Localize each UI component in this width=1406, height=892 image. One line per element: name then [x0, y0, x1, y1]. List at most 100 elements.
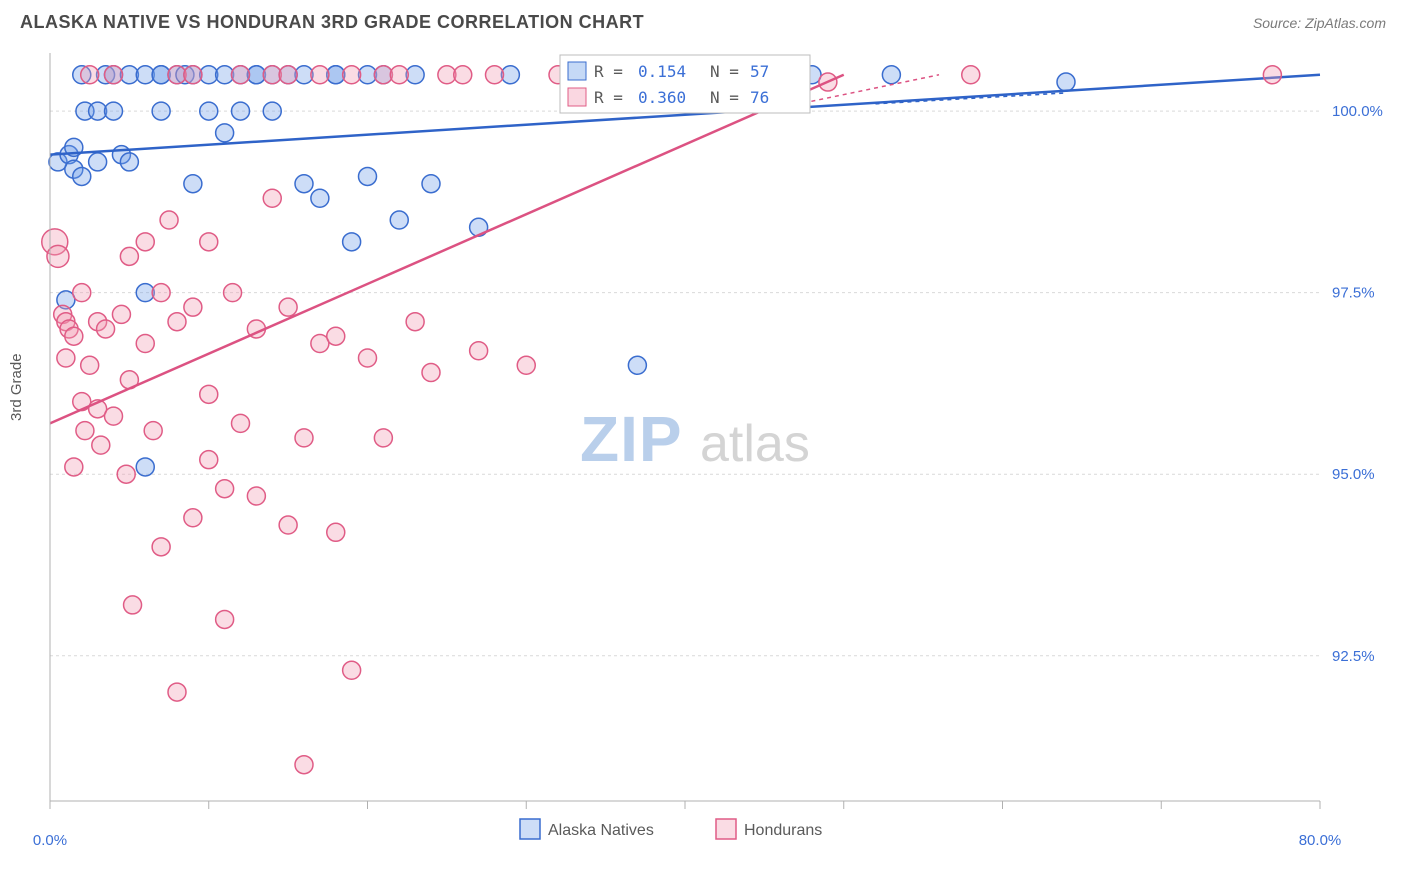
svg-text:97.5%: 97.5% [1332, 285, 1375, 302]
data-point [224, 284, 242, 302]
data-point [124, 596, 142, 614]
svg-text:Alaska Natives: Alaska Natives [548, 822, 654, 839]
data-point [168, 313, 186, 331]
data-point [184, 509, 202, 527]
data-point [92, 436, 110, 454]
data-point [200, 233, 218, 251]
svg-text:92.5%: 92.5% [1332, 648, 1375, 665]
svg-text:76: 76 [750, 88, 769, 107]
svg-text:80.0%: 80.0% [1299, 832, 1342, 849]
data-point [470, 342, 488, 360]
data-point [81, 66, 99, 84]
scatter-chart: 100.0% 97.5% 95.0% 92.5% ZIP atlas 0.0% 80.0% R … [0, 41, 1406, 861]
svg-text:R =: R = [594, 88, 623, 107]
data-point [105, 102, 123, 120]
data-point [200, 102, 218, 120]
data-point [112, 305, 130, 323]
data-point [327, 523, 345, 541]
data-point [374, 429, 392, 447]
data-point [73, 284, 91, 302]
svg-text:100.0%: 100.0% [1332, 103, 1383, 120]
chart-title: ALASKA NATIVE VS HONDURAN 3RD GRADE CORR… [20, 12, 644, 33]
trend-line [50, 75, 844, 424]
chart-container: ALASKA NATIVE VS HONDURAN 3RD GRADE CORR… [0, 0, 1406, 892]
svg-text:0.0%: 0.0% [33, 832, 67, 849]
data-point [263, 189, 281, 207]
data-point [295, 175, 313, 193]
data-point [422, 175, 440, 193]
data-point [263, 102, 281, 120]
data-point [105, 407, 123, 425]
data-point [311, 189, 329, 207]
data-point [422, 364, 440, 382]
data-point [152, 538, 170, 556]
chart-header: ALASKA NATIVE VS HONDURAN 3RD GRADE CORR… [0, 0, 1406, 41]
svg-text:0.154: 0.154 [638, 62, 686, 81]
data-point [1057, 73, 1075, 91]
series-legend: Alaska Natives Hondurans [520, 819, 822, 839]
plot-area: 3rd Grade 100.0% 97.5% 95.0% 92.5% ZIP atlas 0… [0, 41, 1406, 861]
data-point [57, 349, 75, 367]
data-point [200, 451, 218, 469]
data-point [120, 247, 138, 265]
data-point [160, 211, 178, 229]
data-point [144, 422, 162, 440]
data-point [216, 610, 234, 628]
svg-text:0.360: 0.360 [638, 88, 686, 107]
svg-text:57: 57 [750, 62, 769, 81]
svg-text:Hondurans: Hondurans [744, 822, 822, 839]
data-point [343, 661, 361, 679]
data-point [184, 298, 202, 316]
data-point [1263, 66, 1281, 84]
data-point [76, 422, 94, 440]
data-point [136, 233, 154, 251]
data-point [81, 356, 99, 374]
svg-text:95.0%: 95.0% [1332, 466, 1375, 483]
data-point [279, 66, 297, 84]
data-point [390, 211, 408, 229]
svg-text:atlas: atlas [700, 415, 810, 473]
svg-text:N =: N = [710, 62, 739, 81]
data-point [486, 66, 504, 84]
data-point [406, 313, 424, 331]
svg-text:N =: N = [710, 88, 739, 107]
data-point [168, 683, 186, 701]
data-point [390, 66, 408, 84]
data-point [152, 102, 170, 120]
data-point [343, 233, 361, 251]
data-point [295, 429, 313, 447]
svg-text:R =: R = [594, 62, 623, 81]
data-point [454, 66, 472, 84]
chart-source: Source: ZipAtlas.com [1253, 15, 1386, 31]
data-point [311, 66, 329, 84]
data-point [279, 516, 297, 534]
data-point [73, 167, 91, 185]
data-point [97, 320, 115, 338]
data-point [359, 349, 377, 367]
data-point [327, 327, 345, 345]
data-point [184, 175, 202, 193]
data-point [136, 334, 154, 352]
data-point [232, 414, 250, 432]
data-point [184, 66, 202, 84]
data-point [65, 458, 83, 476]
y-axis-label: 3rd Grade [8, 353, 25, 421]
data-point [232, 66, 250, 84]
data-point [517, 356, 535, 374]
data-point [200, 385, 218, 403]
data-point [232, 102, 250, 120]
data-point [89, 153, 107, 171]
data-point [343, 66, 361, 84]
data-point [105, 66, 123, 84]
correlation-legend: R = 0.154 N = 57 R = 0.360 N = 76 [560, 55, 810, 113]
svg-text:ZIP: ZIP [580, 403, 683, 475]
data-point [962, 66, 980, 84]
data-point [117, 465, 135, 483]
data-point [295, 756, 313, 774]
data-point [882, 66, 900, 84]
data-point [628, 356, 646, 374]
data-point [216, 124, 234, 142]
data-point [152, 284, 170, 302]
data-point [120, 153, 138, 171]
data-point [216, 480, 234, 498]
